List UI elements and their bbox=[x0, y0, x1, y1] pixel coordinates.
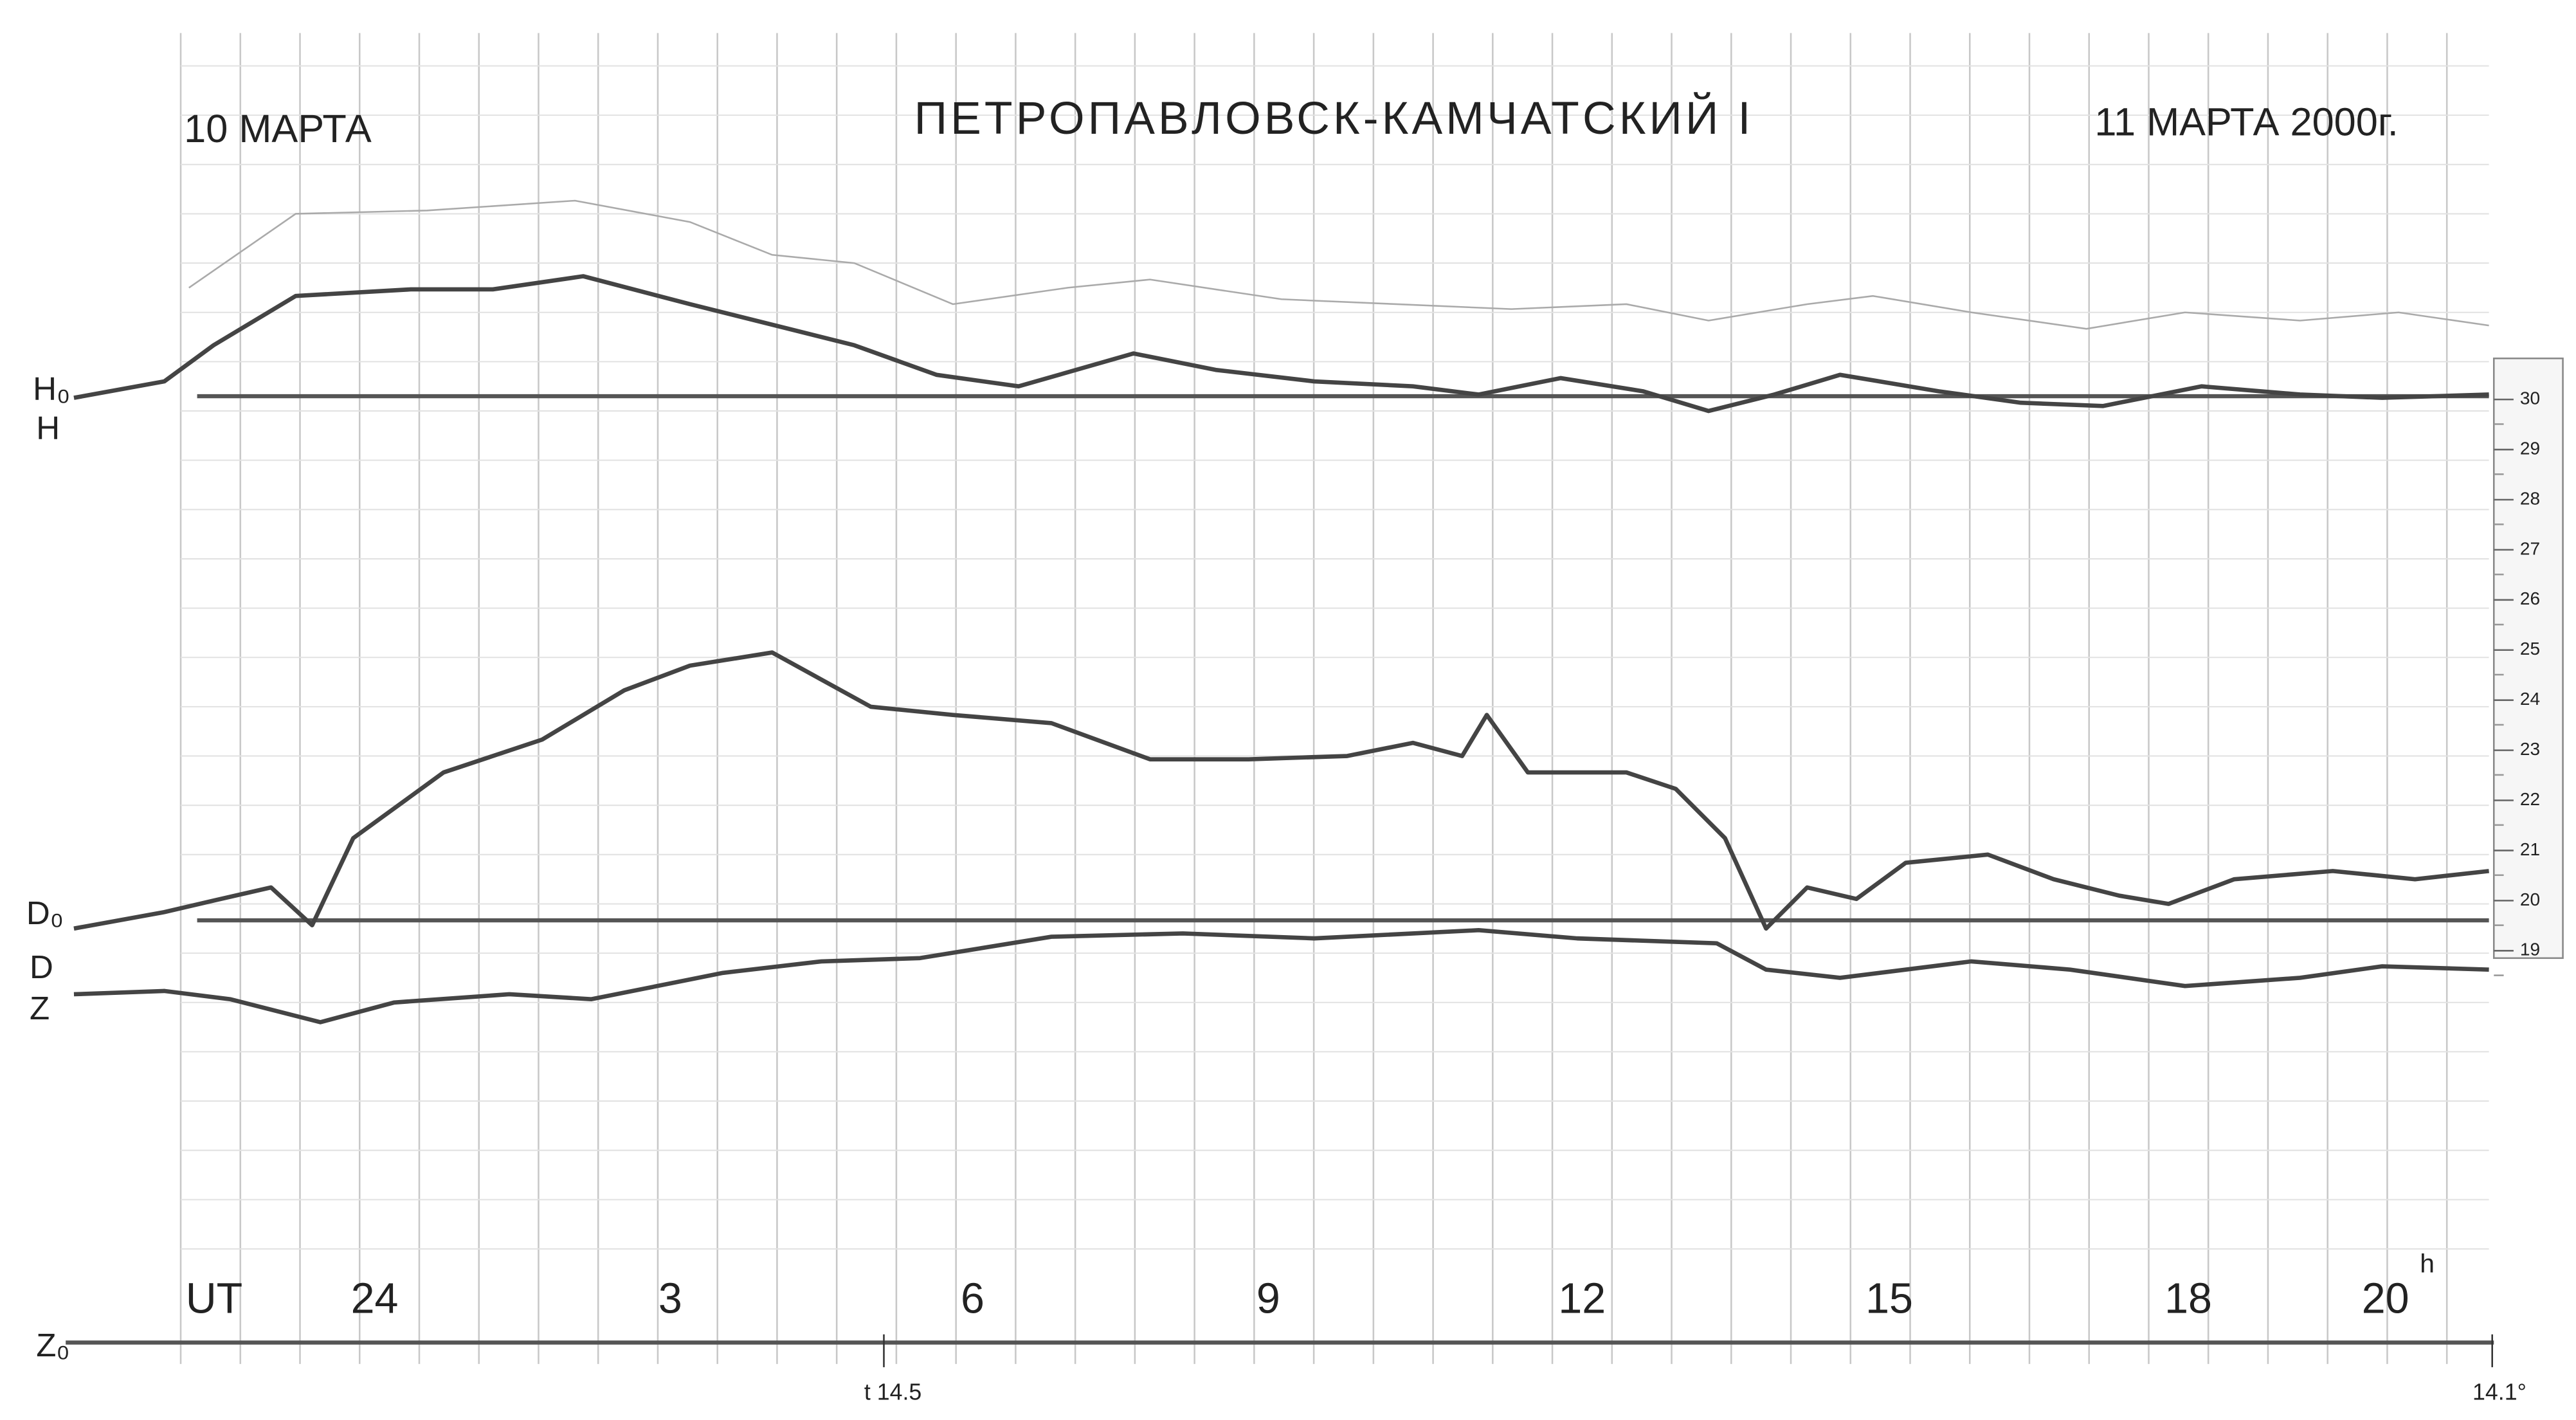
hour-labels: 24 3 6 9 12 15 18 20 bbox=[351, 1275, 2409, 1322]
scale-label: 20 bbox=[2520, 889, 2540, 909]
channel-label: H₀ bbox=[33, 370, 70, 407]
channel-label: Z₀ bbox=[36, 1327, 69, 1363]
scale: 30 29 28 27 26 25 24 23 22 21 20 19 bbox=[2494, 388, 2540, 976]
time-axis-label: UT bbox=[186, 1275, 243, 1322]
scale-strip bbox=[2492, 357, 2564, 960]
hour-label: 18 bbox=[2164, 1275, 2212, 1322]
hour-label: 6 bbox=[961, 1275, 984, 1322]
scale-label: 25 bbox=[2520, 639, 2540, 659]
h-trace-thin bbox=[188, 199, 2489, 330]
scale-label: 28 bbox=[2520, 488, 2540, 508]
scale-label: 22 bbox=[2520, 789, 2540, 809]
grid bbox=[179, 33, 2489, 1364]
hour-unit: h bbox=[2420, 1248, 2435, 1278]
scale-label: 24 bbox=[2520, 689, 2540, 709]
hour-label: 9 bbox=[1256, 1275, 1280, 1322]
scale-label: 23 bbox=[2520, 739, 2540, 759]
scale-label: 21 bbox=[2520, 839, 2540, 859]
channel-label: Z bbox=[30, 990, 50, 1026]
hour-label: 20 bbox=[2362, 1275, 2409, 1322]
date-left: 10 МАРТА bbox=[184, 106, 372, 150]
hour-label: 24 bbox=[351, 1275, 399, 1322]
d-trace bbox=[73, 650, 2489, 931]
hour-label: 15 bbox=[1865, 1275, 1913, 1322]
z-trace bbox=[73, 928, 2489, 1024]
scale-label: 27 bbox=[2520, 538, 2540, 558]
h-trace bbox=[73, 274, 2489, 414]
scale-label: 26 bbox=[2520, 588, 2540, 608]
scale-label: 29 bbox=[2520, 438, 2540, 458]
hour-label: 12 bbox=[1558, 1275, 1606, 1322]
channel-label: H bbox=[36, 410, 60, 446]
channel-label: D₀ bbox=[26, 895, 64, 931]
temp-mid: t 14.5 bbox=[864, 1379, 921, 1405]
scale-label: 30 bbox=[2520, 388, 2540, 408]
scale-label: 19 bbox=[2520, 940, 2540, 960]
temp-end: 14.1° bbox=[2472, 1379, 2526, 1405]
hour-label: 3 bbox=[658, 1275, 682, 1322]
date-right: 11 МАРТА 2000г. bbox=[2094, 100, 2398, 144]
channel-label: D bbox=[30, 949, 53, 985]
title: ПЕТРОПАВЛОВСК-КАМЧАТСКИЙ I bbox=[914, 91, 1754, 144]
